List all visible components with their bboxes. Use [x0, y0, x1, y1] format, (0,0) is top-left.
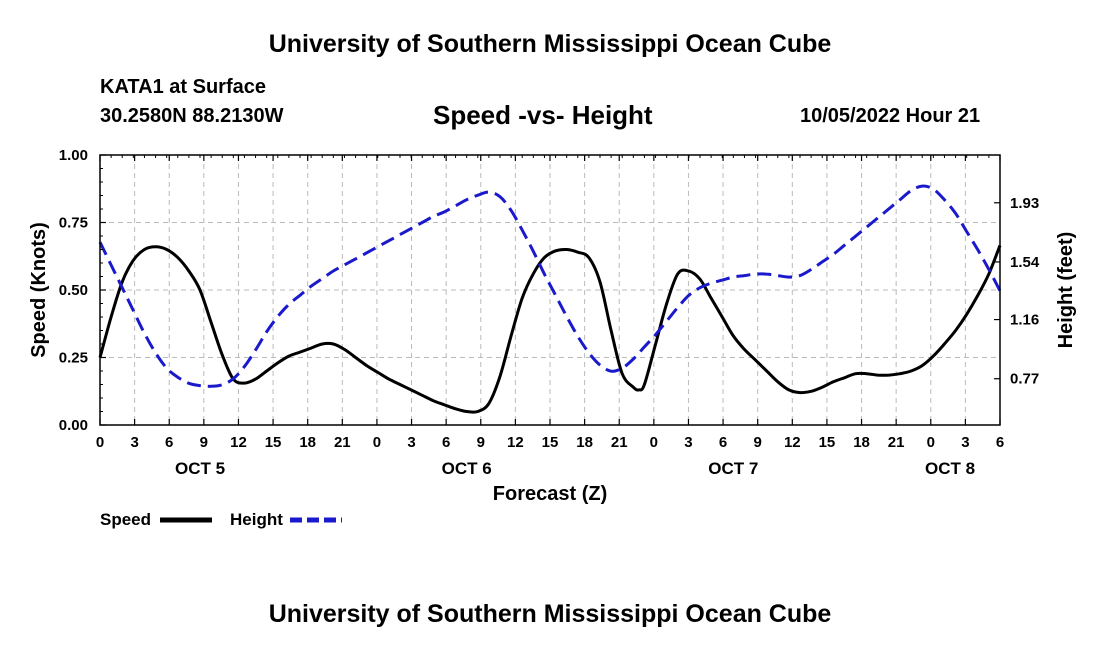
page-title: University of Southern Mississippi Ocean…: [268, 30, 832, 58]
y-right-tick-label: 1.54: [1010, 254, 1040, 271]
legend-speed-label: Speed: [100, 510, 151, 529]
x-tick-label: 15: [819, 434, 836, 451]
x-tick-label: 18: [853, 434, 870, 451]
series-line-height: [98, 184, 1002, 388]
y-axis-label-left: Speed (Knots): [28, 222, 50, 358]
x-tick-label: 6: [442, 434, 450, 451]
x-tick-label: 12: [507, 434, 524, 451]
y-left-tick-label: 0.00: [59, 417, 88, 434]
x-tick-label: 0: [373, 434, 381, 451]
x-tick-label: 15: [542, 434, 559, 451]
axes: 0 3 6 9 12 15 18 21 0 3 6 9 12 15 18 21 0 3 6 9 12 15 18 21 0 3 6O…: [59, 147, 1040, 478]
x-tick-label: 6: [165, 434, 173, 451]
x-tick-label: 0: [96, 434, 104, 451]
series-lines: [98, 184, 1002, 414]
legend: Speed Height: [100, 510, 342, 529]
x-tick-label: 3: [130, 434, 138, 451]
x-tick-label: 21: [334, 434, 351, 451]
datetime-label: 10/05/2022 Hour 21: [800, 105, 981, 127]
day-label: OCT 5: [175, 459, 225, 478]
x-tick-label: 3: [684, 434, 692, 451]
x-tick-label: 18: [576, 434, 593, 451]
x-tick-label: 6: [996, 434, 1004, 451]
day-label: OCT 8: [925, 459, 975, 478]
x-tick-label: 9: [477, 434, 485, 451]
day-label: OCT 6: [442, 459, 492, 478]
x-tick-label: 21: [888, 434, 905, 451]
x-tick-label: 6: [719, 434, 727, 451]
x-tick-label: 15: [265, 434, 282, 451]
y-left-tick-label: 1.00: [59, 147, 88, 164]
y-right-tick-label: 1.16: [1010, 312, 1039, 329]
x-tick-label: 12: [784, 434, 801, 451]
series-line-speed: [98, 244, 1002, 414]
coordinates-label: 30.2580N 88.2130W: [100, 105, 284, 127]
x-tick-label: 9: [754, 434, 762, 451]
station-label: KATA1 at Surface: [100, 76, 266, 98]
x-tick-label: 0: [927, 434, 935, 451]
x-tick-label: 12: [230, 434, 247, 451]
legend-height-label: Height: [230, 510, 283, 529]
x-tick-label: 3: [961, 434, 969, 451]
y-left-tick-label: 0.25: [59, 350, 88, 367]
footer-title: University of Southern Mississippi Ocean…: [268, 600, 832, 628]
y-axis-label-right: Height (feet): [1055, 232, 1077, 349]
x-tick-label: 18: [299, 434, 316, 451]
x-tick-label: 0: [650, 434, 658, 451]
y-right-tick-label: 1.93: [1010, 195, 1039, 212]
y-left-tick-label: 0.75: [59, 215, 88, 232]
chart-title: Speed -vs- Height: [433, 100, 653, 130]
y-right-tick-label: 0.77: [1010, 371, 1039, 388]
x-tick-label: 3: [407, 434, 415, 451]
y-left-tick-label: 0.50: [59, 282, 88, 299]
x-tick-label: 9: [200, 434, 208, 451]
x-tick-label: 21: [611, 434, 628, 451]
x-axis-label: Forecast (Z): [493, 483, 607, 505]
grid: [100, 155, 1000, 425]
day-label: OCT 7: [708, 459, 758, 478]
